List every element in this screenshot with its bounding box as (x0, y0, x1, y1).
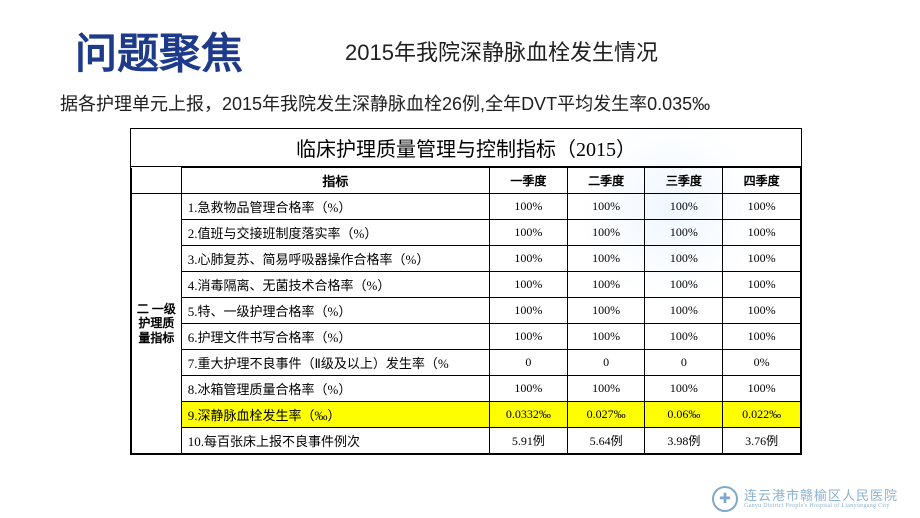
table-cell-indicator: 2.值班与交接班制度落实率（%） (181, 220, 489, 246)
table-cell-value: 100% (645, 194, 723, 220)
table-cell-value: 100% (723, 272, 801, 298)
table-cell-value: 100% (645, 246, 723, 272)
table-col-q4: 四季度 (723, 168, 801, 194)
table-cell-value: 0 (489, 350, 567, 376)
page-subtitle: 2015年我院深静脉血栓发生情况 (345, 35, 658, 67)
table-row: 9.深静脉血栓发生率（‰）0.0332‰0.027‰0.06‰0.022‰ (132, 402, 801, 428)
table-cell-value: 100% (645, 376, 723, 402)
table-cell-value: 0 (567, 350, 645, 376)
table-cell-indicator: 4.消毒隔离、无菌技术合格率（%） (181, 272, 489, 298)
table-cell-value: 0.06‰ (645, 402, 723, 428)
table-row: 2.值班与交接班制度落实率（%）100%100%100%100% (132, 220, 801, 246)
table-cell-value: 0 (645, 350, 723, 376)
table-cell-value: 100% (645, 220, 723, 246)
table-cell-value: 100% (567, 246, 645, 272)
table-cell-value: 100% (567, 298, 645, 324)
table-cell-value: 100% (489, 376, 567, 402)
table-cell-indicator: 1.急救物品管理合格率（%） (181, 194, 489, 220)
table-cell-indicator: 7.重大护理不良事件（Ⅱ级及以上）发生率（% (181, 350, 489, 376)
table-cell-value: 100% (723, 220, 801, 246)
intro-text: 据各护理单元上报，2015年我院发生深静脉血栓26例,全年DVT平均发生率0.0… (60, 90, 710, 116)
table-cell-value: 3.76例 (723, 428, 801, 454)
table-row-group-label: 二 一级护理质量指标 (132, 194, 182, 454)
table-row: 4.消毒隔离、无菌技术合格率（%）100%100%100%100% (132, 272, 801, 298)
table-cell-value: 100% (489, 220, 567, 246)
table-col-q3: 三季度 (645, 168, 723, 194)
table-cell-value: 100% (489, 324, 567, 350)
table-cell-indicator: 8.冰箱管理质量合格率（%） (181, 376, 489, 402)
table-cell-value: 3.98例 (645, 428, 723, 454)
table-cell-value: 0.022‰ (723, 402, 801, 428)
table-cell-value: 100% (489, 298, 567, 324)
table-cell-value: 100% (489, 272, 567, 298)
table-cell-value: 100% (645, 298, 723, 324)
table-cell-indicator: 3.心肺复苏、简易呼吸器操作合格率（%） (181, 246, 489, 272)
table-col-indicator: 指标 (181, 168, 489, 194)
table-cell-value: 100% (567, 194, 645, 220)
table-cell-value: 100% (723, 376, 801, 402)
table-cell-value: 0.027‰ (567, 402, 645, 428)
table-cell-value: 100% (489, 194, 567, 220)
table-row: 8.冰箱管理质量合格率（%）100%100%100%100% (132, 376, 801, 402)
table-cell-value: 5.91例 (489, 428, 567, 454)
table-title: 临床护理质量管理与控制指标（2015） (131, 129, 801, 167)
table-cell-indicator: 6.护理文件书写合格率（%） (181, 324, 489, 350)
table-row: 10.每百张床上报不良事件例次5.91例5.64例3.98例3.76例 (132, 428, 801, 454)
table-cell-indicator: 5.特、一级护理合格率（%） (181, 298, 489, 324)
table-row: 二 一级护理质量指标1.急救物品管理合格率（%）100%100%100%100% (132, 194, 801, 220)
table-cell-value: 0% (723, 350, 801, 376)
table-header-row: 指标 一季度 二季度 三季度 四季度 (132, 168, 801, 194)
table-cell-indicator: 10.每百张床上报不良事件例次 (181, 428, 489, 454)
table-row: 7.重大护理不良事件（Ⅱ级及以上）发生率（%0000% (132, 350, 801, 376)
table-cell-value: 5.64例 (567, 428, 645, 454)
table-cell-value: 0.0332‰ (489, 402, 567, 428)
quality-table: 临床护理质量管理与控制指标（2015） 指标 一季度 二季度 三季度 四季度 二… (130, 128, 802, 455)
table-cell-value: 100% (567, 220, 645, 246)
footer-hospital-name: 连云港市赣榆区人民医院 (744, 489, 898, 503)
table-row: 6.护理文件书写合格率（%）100%100%100%100% (132, 324, 801, 350)
table-cell-value: 100% (645, 272, 723, 298)
footer-hospital-name-en: Ganyu District People's Hospital of Lian… (744, 503, 898, 510)
table-cell-value: 100% (723, 324, 801, 350)
table-cell-value: 100% (567, 272, 645, 298)
table-cell-value: 100% (489, 246, 567, 272)
table-cell-indicator: 9.深静脉血栓发生率（‰） (181, 402, 489, 428)
table-cell-value: 100% (723, 246, 801, 272)
table-cell-value: 100% (723, 194, 801, 220)
footer-logo: ✚ 连云港市赣榆区人民医院 Ganyu District People's Ho… (712, 486, 898, 512)
table-col-q2: 二季度 (567, 168, 645, 194)
hospital-logo-icon: ✚ (712, 486, 738, 512)
table-cell-value: 100% (723, 298, 801, 324)
page-title: 问题聚焦 (75, 20, 243, 81)
table-col-q1: 一季度 (489, 168, 567, 194)
table-row: 5.特、一级护理合格率（%）100%100%100%100% (132, 298, 801, 324)
table-cell-value: 100% (645, 324, 723, 350)
table-row: 3.心肺复苏、简易呼吸器操作合格率（%）100%100%100%100% (132, 246, 801, 272)
table-cell-value: 100% (567, 376, 645, 402)
table-cell-value: 100% (567, 324, 645, 350)
